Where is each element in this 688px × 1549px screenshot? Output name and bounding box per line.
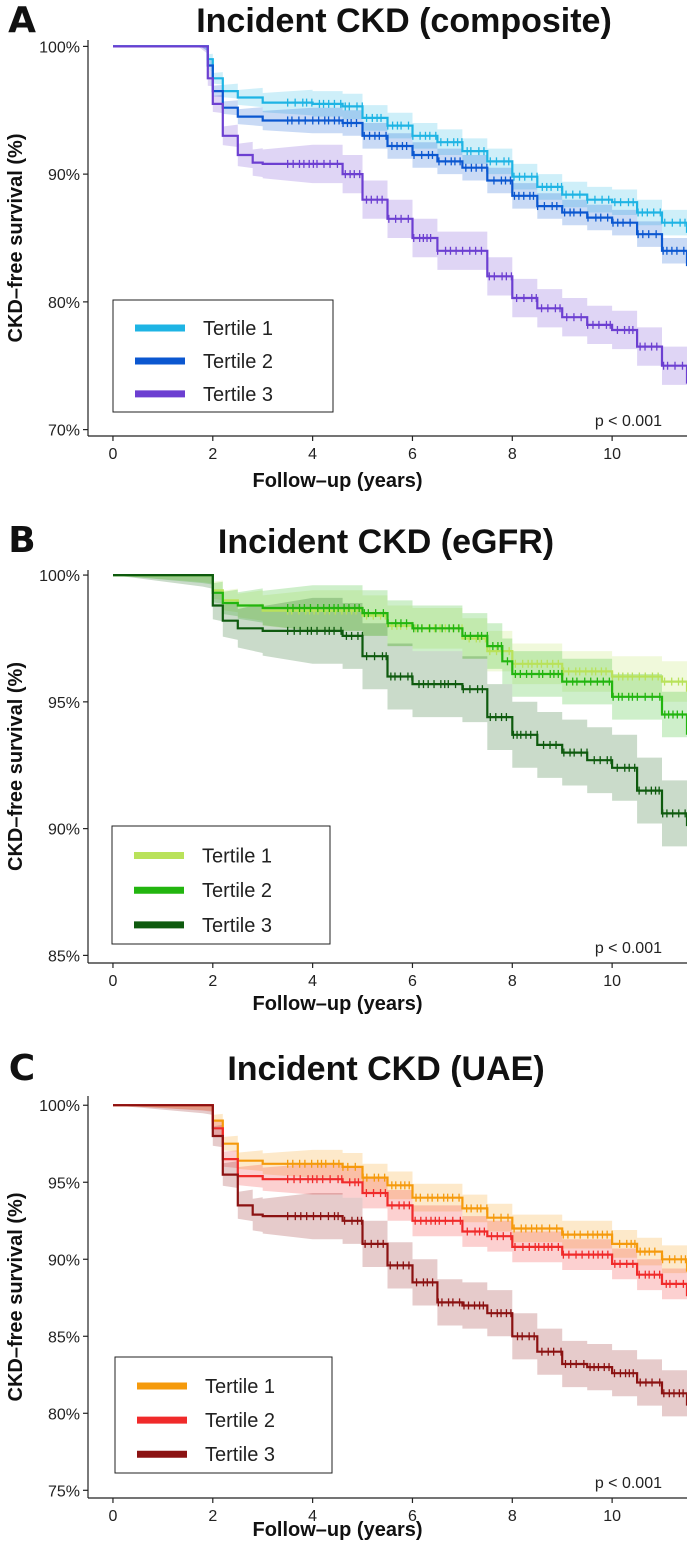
y-tick-label: 90% [48,822,80,839]
censor-marks-3 [287,1212,684,1398]
legend: Tertile 1 Tertile 2 Tertile 3 [114,1356,333,1474]
chart-title: Incident CKD (eGFR) [218,523,554,561]
x-tick-label: 8 [508,973,517,990]
panel-b: B Incident CKD (eGFR) 85% 90% 95% 100% 0 2 4 6 8 10… [5,520,687,1015]
legend-label-3: Tertile 3 [205,1444,275,1466]
legend-label-1: Tertile 1 [203,318,273,340]
x-tick-label: 6 [408,973,417,990]
legend-label-2: Tertile 2 [203,351,273,373]
censor-marks-2 [287,604,684,719]
y-tick-label: 95% [48,1175,80,1192]
x-tick-label: 0 [109,446,118,463]
ci-band-1 [113,46,687,246]
legend-label-2: Tertile 2 [202,880,272,902]
legend: Tertile 1 Tertile 2 Tertile 3 [112,299,334,413]
x-tick-label: 8 [508,446,517,463]
chart-title: Incident CKD (UAE) [227,1050,544,1088]
ci-band-1 [113,575,687,712]
y-tick-label: 80% [48,295,80,312]
x-tick-label: 0 [109,1508,118,1525]
y-tick-label: 80% [48,1406,80,1423]
panel-letter: A [8,0,36,41]
x-axis-title: Follow–up (years) [252,1519,422,1541]
ci-band-3 [113,575,687,859]
x-tick-label: 4 [308,1508,317,1525]
ci-band-2 [113,575,687,758]
p-value-annotation: p < 0.001 [595,1475,662,1492]
y-axis-title: CKD–free survival (%) [5,662,27,871]
censor-marks-3 [287,159,684,370]
censor-marks-2 [287,1175,685,1288]
legend-label-3: Tertile 3 [203,384,273,406]
x-tick-label: 8 [508,1508,517,1525]
ci-band-3 [113,46,687,403]
p-value-annotation: p < 0.001 [595,413,662,430]
y-tick-label: 100% [39,39,80,56]
x-tick-label: 6 [408,446,417,463]
y-tick-label: 100% [39,1098,80,1115]
y-axis-title: CKD–free survival (%) [5,1193,27,1402]
x-tick-label: 4 [308,973,317,990]
censor-marks-3 [287,626,686,818]
x-tick-label: 2 [208,973,217,990]
y-tick-label: 90% [48,167,80,184]
plot-area [113,574,687,859]
survival-line-1 [113,1104,687,1272]
panel-letter: C [9,1048,35,1089]
y-tick-label: 75% [48,1483,80,1500]
x-tick-label: 10 [603,973,621,990]
x-axis-title: Follow–up (years) [252,993,422,1015]
ci-band-2 [113,1105,687,1312]
legend: Tertile 1 Tertile 2 Tertile 3 [111,825,331,945]
survival-line-3 [113,1104,687,1406]
x-tick-label: 2 [208,1508,217,1525]
legend-label-1: Tertile 1 [202,846,272,868]
y-axis-title: CKD–free survival (%) [5,134,27,343]
x-tick-label: 10 [603,1508,621,1525]
legend-label-3: Tertile 3 [202,915,272,937]
plot-area [113,45,687,403]
legend-label-2: Tertile 2 [205,1410,275,1432]
panel-a: A Incident CKD (composite) 70% 80% 90% 100% 0 2… [5,0,687,492]
y-tick-label: 70% [48,423,80,440]
ci-band-1 [113,1105,687,1286]
p-value-annotation: p < 0.001 [595,940,662,957]
x-tick-label: 0 [109,973,118,990]
panel-letter: B [8,520,35,561]
x-tick-label: 4 [308,446,317,463]
survival-line-3 [113,45,687,384]
censor-marks-2 [287,116,685,255]
censor-marks-1 [287,1159,687,1264]
censor-marks-1 [287,98,686,227]
plot-area [113,1104,687,1429]
survival-line-2 [113,574,687,735]
survival-line-3 [113,574,687,827]
x-tick-label: 10 [603,446,621,463]
y-tick-label: 100% [39,568,80,585]
chart-title: Incident CKD (composite) [196,2,612,40]
y-tick-label: 85% [48,948,80,965]
legend-label-1: Tertile 1 [205,1376,275,1398]
ci-band-3 [113,1105,687,1429]
y-tick-label: 95% [48,695,80,712]
y-tick-label: 85% [48,1329,80,1346]
x-tick-label: 2 [208,446,217,463]
x-tick-label: 6 [408,1508,417,1525]
panel-c: C Incident CKD (UAE) 75% 80% 85% 90% 95% 100% 0 2… [5,1048,687,1541]
ci-band-2 [113,46,687,279]
x-axis-title: Follow–up (years) [252,470,422,492]
y-tick-label: 90% [48,1252,80,1269]
